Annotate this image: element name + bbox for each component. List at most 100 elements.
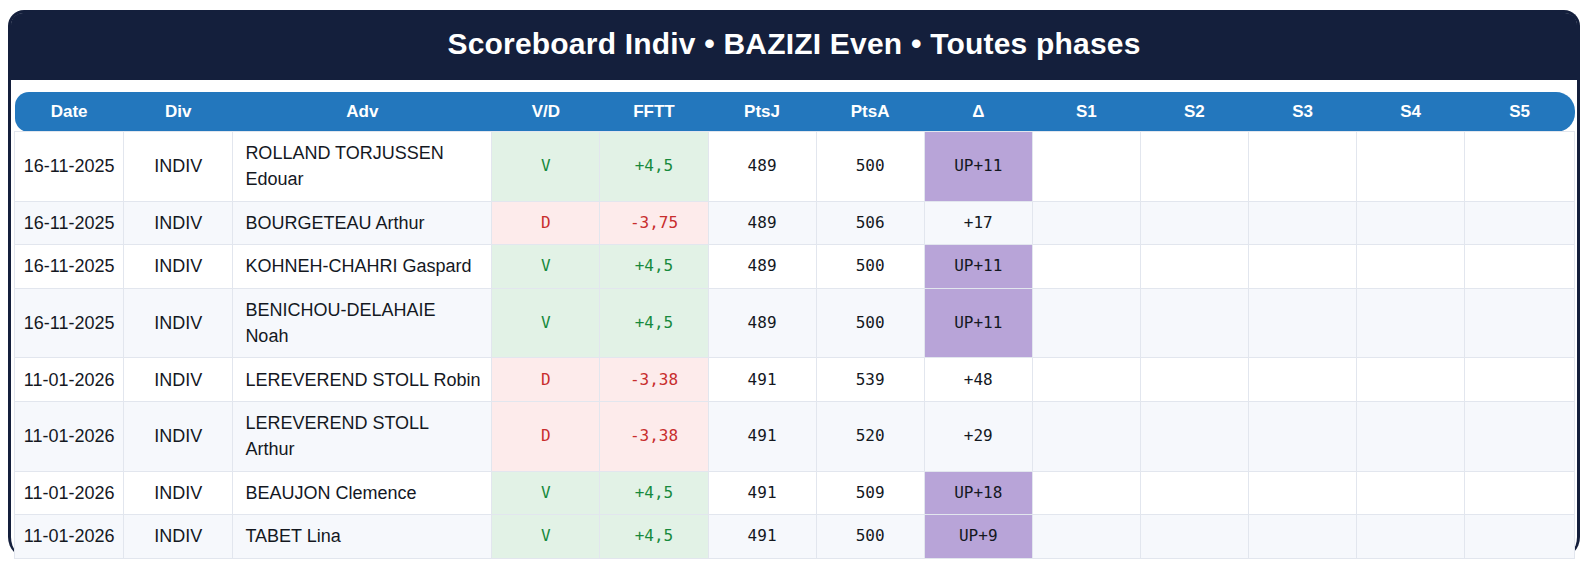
table-row: 16-11-2025INDIVKOHNEH-CHAHRI GaspardV+4,… [15,245,1575,289]
div-cell: INDIV [124,201,233,245]
vd-cell: V [492,471,600,515]
delta-cell: UP+11 [924,288,1032,358]
date-cell: 11-01-2026 [15,358,124,402]
set5-cell [1465,245,1575,289]
div-cell: INDIV [124,288,233,358]
set1-cell [1032,358,1140,402]
set4-cell [1357,358,1465,402]
column-header-ptsa: PtsA [816,92,924,132]
set4-cell [1357,471,1465,515]
set2-cell [1140,245,1248,289]
table-body: 16-11-2025INDIVROLLAND TORJUSSEN EdouarV… [15,132,1575,559]
set2-cell [1140,471,1248,515]
set5-cell [1465,288,1575,358]
set4-cell [1357,288,1465,358]
set3-cell [1248,245,1356,289]
adv-cell: ROLLAND TORJUSSEN Edouar [233,132,492,202]
column-header-s3: S3 [1248,92,1356,132]
page-title: Scoreboard Indiv • BAZIZI Even • Toutes … [447,27,1140,61]
column-header-s2: S2 [1140,92,1248,132]
fftt-cell: -3,38 [600,401,708,471]
column-header-fftt: FFTT [600,92,708,132]
ptsj-cell: 489 [708,132,816,202]
ptsa-cell: 500 [816,515,924,559]
set2-cell [1140,358,1248,402]
table-row: 11-01-2026INDIVTABET LinaV+4,5491500UP+9 [15,515,1575,559]
set5-cell [1465,401,1575,471]
fftt-cell: -3,38 [600,358,708,402]
table-row: 11-01-2026INDIVLEREVEREND STOLL ArthurD-… [15,401,1575,471]
set3-cell [1248,358,1356,402]
set1-cell [1032,515,1140,559]
set4-cell [1357,245,1465,289]
scoreboard-card: Scoreboard Indiv • BAZIZI Even • Toutes … [8,10,1580,559]
delta-cell: UP+11 [924,132,1032,202]
vd-cell: D [492,201,600,245]
delta-cell: +48 [924,358,1032,402]
set2-cell [1140,288,1248,358]
table-row: 16-11-2025INDIVROLLAND TORJUSSEN EdouarV… [15,132,1575,202]
set3-cell [1248,515,1356,559]
div-cell: INDIV [124,515,233,559]
ptsj-cell: 491 [708,471,816,515]
div-cell: INDIV [124,132,233,202]
ptsa-cell: 500 [816,132,924,202]
set5-cell [1465,515,1575,559]
date-cell: 11-01-2026 [15,471,124,515]
div-cell: INDIV [124,245,233,289]
column-header-s5: S5 [1465,92,1575,132]
fftt-cell: +4,5 [600,132,708,202]
ptsa-cell: 500 [816,245,924,289]
ptsj-cell: 491 [708,358,816,402]
adv-cell: LEREVEREND STOLL Arthur [233,401,492,471]
table-row: 11-01-2026INDIVLEREVEREND STOLL RobinD-3… [15,358,1575,402]
delta-cell: UP+9 [924,515,1032,559]
set1-cell [1032,401,1140,471]
set3-cell [1248,401,1356,471]
delta-cell: UP+18 [924,471,1032,515]
column-header-ptsj: PtsJ [708,92,816,132]
fftt-cell: +4,5 [600,515,708,559]
set4-cell [1357,515,1465,559]
table-row: 16-11-2025INDIVBENICHOU-DELAHAIE NoahV+4… [15,288,1575,358]
set1-cell [1032,201,1140,245]
date-cell: 16-11-2025 [15,201,124,245]
set2-cell [1140,201,1248,245]
adv-cell: BEAUJON Clemence [233,471,492,515]
ptsj-cell: 491 [708,401,816,471]
column-header-s1: S1 [1032,92,1140,132]
table-row: 16-11-2025INDIVBOURGETEAU ArthurD-3,7548… [15,201,1575,245]
div-cell: INDIV [124,401,233,471]
div-cell: INDIV [124,358,233,402]
set3-cell [1248,471,1356,515]
set3-cell [1248,288,1356,358]
ptsj-cell: 491 [708,515,816,559]
column-header--: Δ [924,92,1032,132]
column-header-div: Div [124,92,233,132]
fftt-cell: +4,5 [600,245,708,289]
date-cell: 16-11-2025 [15,245,124,289]
vd-cell: V [492,245,600,289]
ptsj-cell: 489 [708,201,816,245]
table-wrap: DateDivAdvV/DFFTTPtsJPtsAΔS1S2S3S4S5 16-… [11,80,1577,559]
delta-cell: +17 [924,201,1032,245]
set1-cell [1032,288,1140,358]
set1-cell [1032,132,1140,202]
delta-cell: UP+11 [924,245,1032,289]
set3-cell [1248,201,1356,245]
date-cell: 11-01-2026 [15,401,124,471]
adv-cell: BENICHOU-DELAHAIE Noah [233,288,492,358]
adv-cell: LEREVEREND STOLL Robin [233,358,492,402]
vd-cell: V [492,515,600,559]
date-cell: 16-11-2025 [15,288,124,358]
adv-cell: TABET Lina [233,515,492,559]
column-header-s4: S4 [1357,92,1465,132]
ptsa-cell: 509 [816,471,924,515]
ptsj-cell: 489 [708,288,816,358]
adv-cell: KOHNEH-CHAHRI Gaspard [233,245,492,289]
date-cell: 11-01-2026 [15,515,124,559]
scoreboard-table: DateDivAdvV/DFFTTPtsJPtsAΔS1S2S3S4S5 16-… [14,92,1575,559]
titlebar: Scoreboard Indiv • BAZIZI Even • Toutes … [11,13,1577,80]
ptsa-cell: 539 [816,358,924,402]
set4-cell [1357,201,1465,245]
